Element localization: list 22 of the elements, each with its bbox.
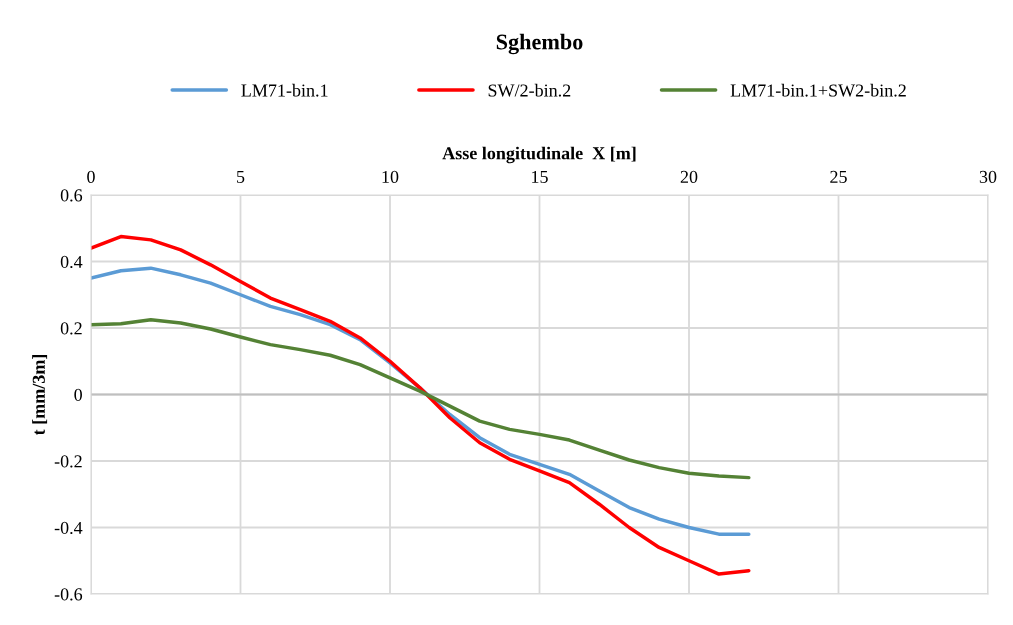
legend-label: LM71-bin.1+SW2-bin.2 [730, 83, 906, 97]
y-tick-label: 0 [74, 388, 82, 401]
x-tick-label: 5 [237, 171, 245, 183]
y-axis-title: t [mm/3m] [32, 354, 48, 436]
x-tick-label: 0 [87, 170, 95, 183]
legend-label: SW/2-bin.2 [488, 83, 571, 97]
x-tick-label: 10 [382, 170, 399, 183]
x-tick-label: 15 [532, 170, 548, 183]
y-tick-label: -0.4 [54, 521, 83, 535]
y-tick-label: -0.6 [54, 588, 83, 601]
x-axis-title: Asse longitudinale X [m] [442, 146, 636, 164]
line-series [91, 234, 751, 576]
x-tick-label: 20 [680, 170, 698, 183]
legend-label: LM71-bin.1 [241, 83, 328, 97]
y-tick-label: 0.6 [60, 189, 83, 202]
y-tick-label: 0.4 [60, 255, 83, 269]
y-tick-label: -0.2 [54, 455, 82, 468]
y-tick-label: 0.2 [60, 322, 82, 335]
x-tick-label: 30 [979, 170, 997, 183]
line-series [91, 317, 751, 480]
x-tick-label: 25 [830, 170, 847, 183]
chart-title: Sghembo [496, 33, 583, 55]
